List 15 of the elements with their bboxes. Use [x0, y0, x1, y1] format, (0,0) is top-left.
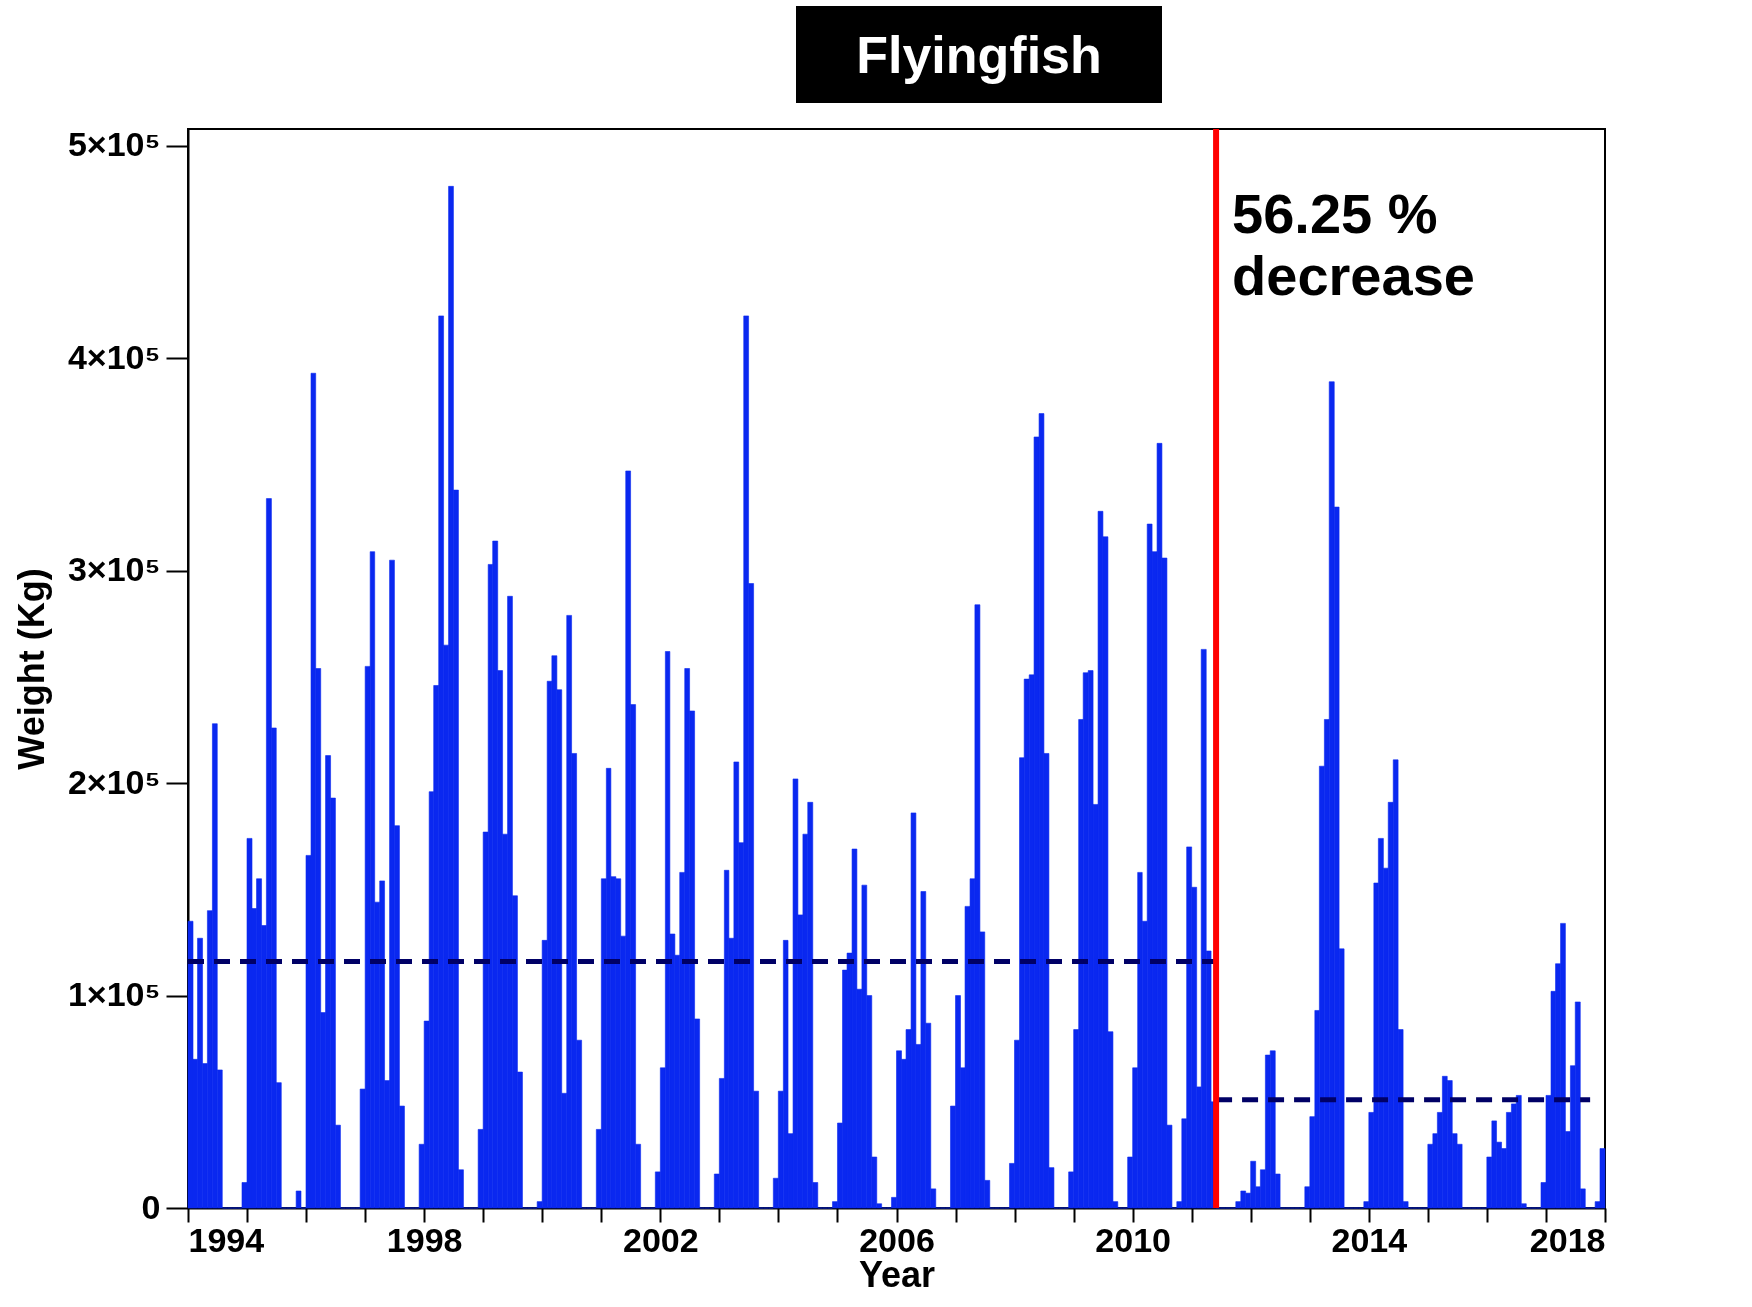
- y-tick-label: 4×10⁵: [67, 337, 161, 376]
- y-tick-label: 5×10⁵: [67, 125, 161, 164]
- y-axis-title: Weight (Kg): [10, 568, 52, 770]
- x-tick-label: 2002: [623, 1220, 699, 1259]
- x-tick-label: 2014: [1331, 1220, 1408, 1259]
- y-tick-label: 2×10⁵: [67, 762, 161, 801]
- x-tick-label: 2010: [1095, 1220, 1171, 1259]
- y-tick-label: 0: [141, 1187, 161, 1226]
- y-tick-label: 1×10⁵: [67, 975, 161, 1014]
- x-tick-label: 2018: [1529, 1220, 1606, 1259]
- annotation: 56.25 % decrease: [1232, 182, 1475, 307]
- x-tick-label: 1998: [386, 1220, 463, 1259]
- y-tick-label: 3×10⁵: [67, 550, 161, 589]
- x-tick-label: 1994: [188, 1220, 265, 1259]
- chart-title: Flyingfish: [796, 6, 1162, 103]
